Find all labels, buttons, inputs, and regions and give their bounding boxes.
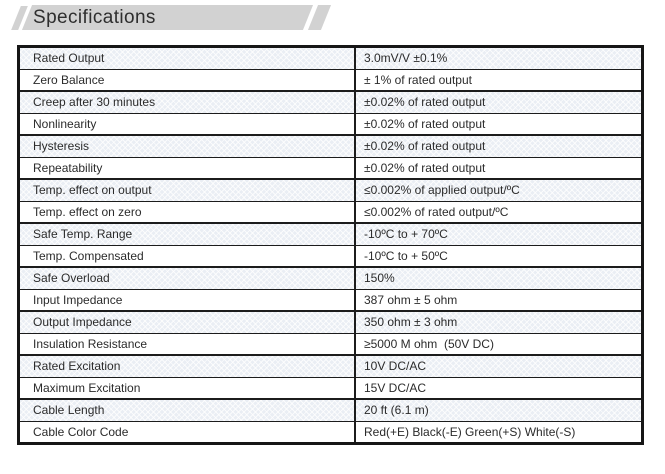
- spec-value: -10ºC to + 70ºC: [355, 222, 643, 245]
- spec-label: Rated Excitation: [18, 354, 356, 377]
- table-row: Cable Color Code Red(+E) Black(-E) Green…: [18, 420, 643, 444]
- spec-label: Hysteresis: [18, 134, 356, 157]
- spec-value: 150%: [355, 266, 643, 289]
- table-row: Safe Overload 150%: [18, 266, 643, 289]
- spec-label: Temp. effect on output: [18, 178, 356, 201]
- spec-label: Cable Length: [18, 398, 356, 421]
- section-banner: Specifications: [11, 5, 332, 30]
- table-row: Input Impedance 387 ohm ± 5 ohm: [18, 288, 643, 311]
- table-row: Insulation Resistance ≥5000 M ohm (50V D…: [18, 332, 643, 355]
- spec-value: -10ºC to + 50ºC: [355, 244, 643, 267]
- spec-value: Red(+E) Black(-E) Green(+S) White(-S): [355, 420, 643, 444]
- table-row: Rated Output 3.0mV/V ±0.1%: [18, 46, 643, 69]
- spec-value: 10V DC/AC: [355, 354, 643, 377]
- table-row: Temp. effect on output ≤0.002% of applie…: [18, 178, 643, 201]
- table-row: Hysteresis ±0.02% of rated output: [18, 134, 643, 157]
- spec-value: 350 ohm ± 3 ohm: [355, 310, 643, 333]
- spec-value: 3.0mV/V ±0.1%: [355, 46, 643, 69]
- spec-label: Zero Balance: [18, 68, 356, 91]
- spec-label: Temp. effect on zero: [18, 200, 356, 223]
- spec-label: Nonlinearity: [18, 112, 356, 135]
- table-row: Repeatability ±0.02% of rated output: [18, 156, 643, 179]
- spec-value: 20 ft (6.1 m): [355, 398, 643, 421]
- spec-value: ≥5000 M ohm (50V DC): [355, 332, 643, 355]
- spec-value: 15V DC/AC: [355, 376, 643, 399]
- spec-value: ±0.02% of rated output: [355, 112, 643, 135]
- spec-label: Rated Output: [18, 46, 356, 69]
- spec-label: Creep after 30 minutes: [18, 90, 356, 113]
- spec-value: ± 1% of rated output: [355, 68, 643, 91]
- table-row: Maximum Excitation 15V DC/AC: [18, 376, 643, 399]
- table-row: Temp. Compensated -10ºC to + 50ºC: [18, 244, 643, 267]
- spec-label: Repeatability: [18, 156, 356, 179]
- page-title: Specifications: [33, 7, 156, 28]
- table-row: Rated Excitation 10V DC/AC: [18, 354, 643, 377]
- spec-label: Output Impedance: [18, 310, 356, 333]
- table-row: Output Impedance 350 ohm ± 3 ohm: [18, 310, 643, 333]
- table-row: Zero Balance ± 1% of rated output: [18, 68, 643, 91]
- spec-value: ±0.02% of rated output: [355, 156, 643, 179]
- spec-label: Temp. Compensated: [18, 244, 356, 267]
- spec-label: Safe Overload: [18, 266, 356, 289]
- table-row: Safe Temp. Range -10ºC to + 70ºC: [18, 222, 643, 245]
- table-row: Cable Length 20 ft (6.1 m): [18, 398, 643, 421]
- spec-value: ±0.02% of rated output: [355, 90, 643, 113]
- spec-label: Input Impedance: [18, 288, 356, 311]
- spec-label: Maximum Excitation: [18, 376, 356, 399]
- spec-label: Cable Color Code: [18, 420, 356, 444]
- spec-value: ±0.02% of rated output: [355, 134, 643, 157]
- spec-value: ≤0.002% of applied output/ºC: [355, 178, 643, 201]
- spec-value: 387 ohm ± 5 ohm: [355, 288, 643, 311]
- spec-value: ≤0.002% of rated output/ºC: [355, 200, 643, 223]
- specifications-table: Rated Output 3.0mV/V ±0.1% Zero Balance …: [17, 45, 644, 445]
- table-row: Nonlinearity ±0.02% of rated output: [18, 112, 643, 135]
- table-row: Creep after 30 minutes ±0.02% of rated o…: [18, 90, 643, 113]
- table-row: Temp. effect on zero ≤0.002% of rated ou…: [18, 200, 643, 223]
- spec-label: Safe Temp. Range: [18, 222, 356, 245]
- spec-label: Insulation Resistance: [18, 332, 356, 355]
